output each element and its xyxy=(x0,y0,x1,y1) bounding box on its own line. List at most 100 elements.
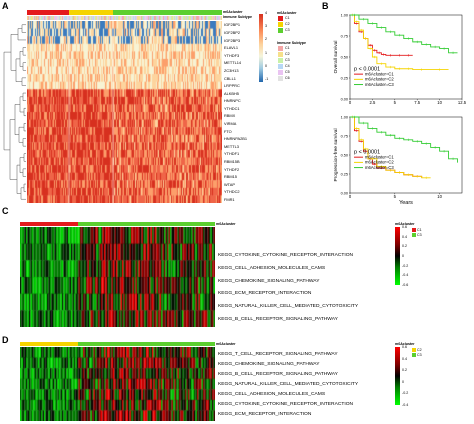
pathway-label: KEGG_NATURAL_KILLER_CELL_MEDIATED_CYTOTO… xyxy=(218,304,359,309)
heatmap-c-header-label: m6Acluster xyxy=(216,222,236,226)
gene-label: YTHDF2 xyxy=(224,166,240,172)
dendrogram-branch xyxy=(23,123,26,132)
y-tick-label: 0.00 xyxy=(341,97,348,101)
dendrogram-branch xyxy=(15,58,22,82)
x-tick-label: 5 xyxy=(394,100,397,105)
scale-tick: -0.4 xyxy=(402,273,409,278)
dendrogram-branch xyxy=(9,119,17,180)
legend-swatch xyxy=(278,76,283,81)
dendrogram-branch xyxy=(10,34,18,71)
dendrogram-branch xyxy=(22,92,26,101)
panel-label-c: C xyxy=(2,206,9,216)
x-axis-label: Years xyxy=(399,200,413,206)
legend-label: m6Acluster=C3 xyxy=(365,165,394,170)
legend-swatch xyxy=(278,58,283,63)
x-tick-label: 10 xyxy=(437,100,442,105)
legend-swatch xyxy=(278,70,283,75)
legend-a-immune-title: Immune Subtype xyxy=(277,41,306,45)
legend-label: C5 xyxy=(285,70,290,74)
gene-label: VIRMA xyxy=(224,121,237,127)
legend-label: C3 xyxy=(417,353,422,357)
legend-label: m6Acluster=C2 xyxy=(365,77,394,82)
plot-frame xyxy=(349,14,463,100)
x-tick-label: 2.5 xyxy=(369,100,375,105)
scale-tick: 1 xyxy=(265,50,267,55)
legend-label: C3 xyxy=(285,58,290,62)
gene-label: CBLL1 xyxy=(224,75,236,81)
dendrogram-branch xyxy=(23,153,26,162)
dendrogram-branch xyxy=(22,138,26,147)
y-tick-label: 0.75 xyxy=(341,134,348,138)
scale-tick: 0 xyxy=(265,63,267,68)
heatmap-c xyxy=(20,227,215,327)
gene-label: IGF2BP2 xyxy=(224,30,241,36)
legend-label: m6Acluster=C3 xyxy=(365,82,394,87)
dendrogram-branch xyxy=(22,168,26,177)
y-tick-label: 0.25 xyxy=(341,76,348,80)
legend-label: m6Acluster=C1 xyxy=(365,154,394,159)
gene-label: RBM15 xyxy=(224,174,237,180)
x-tick-label: 5 xyxy=(394,194,397,199)
y-tick-label: 0.50 xyxy=(341,153,348,157)
scale-tick: 2 xyxy=(265,37,267,42)
legend-swatch xyxy=(412,348,416,352)
gene-label: ALKBH5 xyxy=(224,90,239,96)
legend-swatch xyxy=(278,64,283,69)
scale-tick: 4 xyxy=(265,11,267,15)
gene-label: WTAP xyxy=(224,181,235,187)
dendrogram-branch xyxy=(23,183,26,192)
dendrogram-branch xyxy=(3,51,11,151)
pathway-label: KEGG_B_CELL_RECEPTOR_SIGNALING_PATHWAY xyxy=(218,372,338,377)
heatmap-c-header-bar xyxy=(20,222,215,226)
heatmap-d-header-bar xyxy=(20,342,215,346)
scale-tick: 3 xyxy=(265,24,267,29)
panel-label-a: A xyxy=(2,1,9,11)
header-bar-c2 xyxy=(20,342,78,346)
header-bar-c1 xyxy=(20,222,78,226)
dendrogram-branch xyxy=(19,157,24,173)
scale-tick: -0.6 xyxy=(402,283,409,287)
heatmap-d-header-label: m6Acluster xyxy=(216,342,236,346)
gene-label: RBMX xyxy=(224,113,236,119)
dendrogram-branch xyxy=(20,187,26,200)
pathway-label: KEGG_CYTOKINE_CYTOKINE_RECEPTOR_INTERACT… xyxy=(218,253,354,259)
scale-tick: 0.6 xyxy=(402,345,407,349)
legend-swatch xyxy=(412,353,416,357)
gene-label: RBM15B xyxy=(224,158,240,164)
header-bar-c3 xyxy=(78,342,215,346)
scale-tick: -0.4 xyxy=(402,403,409,407)
dendrogram-branch xyxy=(21,24,26,33)
km-curve-3 xyxy=(350,116,458,163)
legend-label: C1 xyxy=(285,16,290,20)
pathway-label: KEGG_CELL_ADHESION_MOLECULES_CAMS xyxy=(218,392,326,397)
gene-label: IGF2BP1 xyxy=(224,22,241,28)
pathway-label: KEGG_CYTOKINE_CYTOKINE_RECEPTOR_INTERACT… xyxy=(218,402,354,407)
legend-swatch xyxy=(278,22,283,27)
dendrogram-branch xyxy=(21,77,26,86)
scale-tick: -0.2 xyxy=(402,391,409,396)
gene-label: YTHDF3 xyxy=(224,52,240,58)
header-bar-c3 xyxy=(78,222,215,226)
scale-tick: 0 xyxy=(402,254,404,258)
y-tick-label: 1.00 xyxy=(341,13,348,17)
scale-tick: 0.4 xyxy=(402,234,407,239)
legend-swatch xyxy=(278,52,283,57)
legend-label: m6Acluster=C1 xyxy=(365,71,394,76)
y-tick-label: 0.00 xyxy=(341,191,348,195)
gene-label: LRPPRC xyxy=(224,83,240,89)
scale-tick: 0.4 xyxy=(402,356,407,361)
gene-label: IGF2BP3 xyxy=(224,37,241,43)
heatmap-d xyxy=(20,347,215,421)
x-tick-label: 0 xyxy=(349,100,352,105)
gene-label: HNRNPC xyxy=(224,98,241,104)
legend-d-title: m6Acluster xyxy=(395,342,415,346)
dendrogram-a xyxy=(3,24,26,200)
scale-tick: -0.2 xyxy=(402,263,409,268)
heatmap-a-row-label-immune: Immune Subtype xyxy=(223,15,252,19)
y-tick-label: 1.00 xyxy=(341,115,348,119)
pathway-label: KEGG_CHEMOKINE_SIGNALING_PATHWAY xyxy=(218,362,320,367)
x-tick-label: 0 xyxy=(349,194,352,199)
scale-tick: 0.2 xyxy=(402,368,407,373)
scale-tick: 0 xyxy=(402,379,404,384)
x-tick-label: 10 xyxy=(437,194,442,199)
